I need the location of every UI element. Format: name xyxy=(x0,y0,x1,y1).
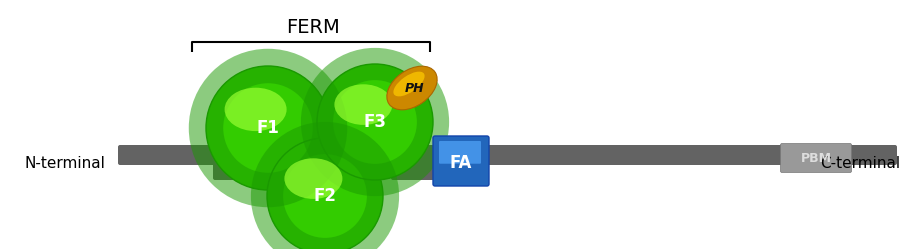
Text: F3: F3 xyxy=(364,113,387,131)
FancyBboxPatch shape xyxy=(391,146,435,180)
Text: FERM: FERM xyxy=(286,18,340,37)
Text: PBM: PBM xyxy=(800,151,832,165)
Text: F1: F1 xyxy=(256,119,279,137)
Circle shape xyxy=(317,64,433,180)
Ellipse shape xyxy=(284,158,343,199)
FancyBboxPatch shape xyxy=(433,136,489,186)
Ellipse shape xyxy=(224,88,287,131)
Ellipse shape xyxy=(335,84,392,125)
Text: PH: PH xyxy=(405,81,425,95)
FancyBboxPatch shape xyxy=(118,145,897,165)
Text: F2: F2 xyxy=(313,187,336,205)
Ellipse shape xyxy=(393,72,425,96)
Text: C-terminal: C-terminal xyxy=(820,155,900,171)
FancyBboxPatch shape xyxy=(213,146,342,180)
FancyBboxPatch shape xyxy=(439,141,481,164)
FancyBboxPatch shape xyxy=(780,143,852,173)
Text: N-terminal: N-terminal xyxy=(25,155,106,171)
Circle shape xyxy=(206,66,330,190)
Ellipse shape xyxy=(387,66,437,110)
Text: FA: FA xyxy=(449,154,472,172)
Circle shape xyxy=(267,138,383,249)
